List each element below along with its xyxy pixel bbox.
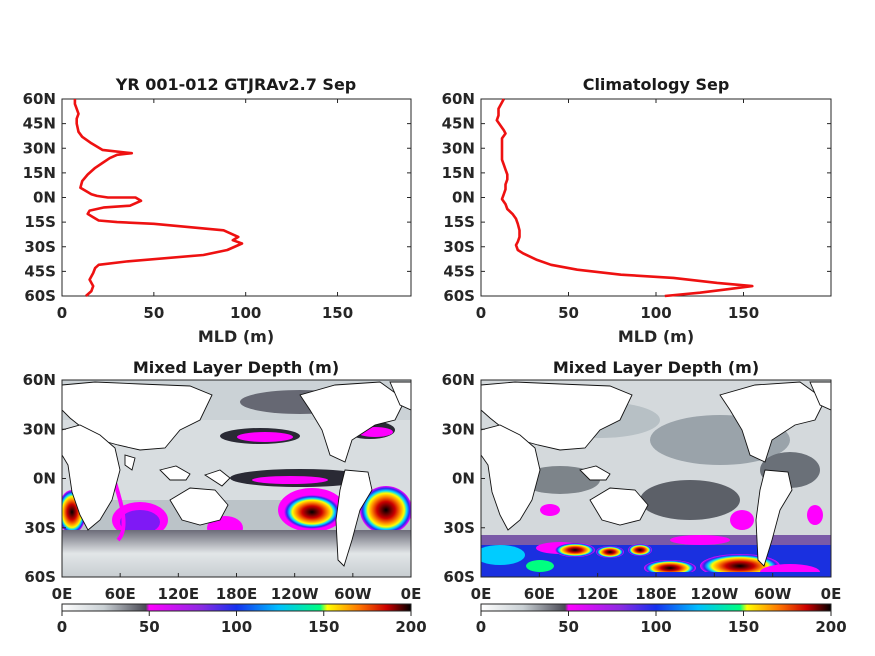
mld-profile-line bbox=[73, 99, 244, 297]
y-tick-label: 45N bbox=[442, 115, 475, 133]
x-tick-label: 50 bbox=[143, 304, 164, 322]
y-tick-label: 60S bbox=[443, 568, 475, 586]
y-tick-label: 30S bbox=[24, 519, 56, 537]
y-tick-label: 15S bbox=[24, 213, 56, 231]
y-tick-label: 60S bbox=[443, 287, 475, 305]
x-tick-label: 0E bbox=[401, 585, 422, 603]
mld-field bbox=[481, 380, 831, 577]
colorbar: 0 50 100 150 200 bbox=[57, 603, 427, 636]
x-axis-label: MLD (m) bbox=[618, 327, 694, 346]
x-tick-label: 0E bbox=[471, 585, 492, 603]
chart-title: Climatology Sep bbox=[583, 75, 730, 94]
colorbar-tick-label: 100 bbox=[640, 618, 671, 636]
colorbar-tick-label: 200 bbox=[815, 618, 846, 636]
line-panel-left: YR 001-012 GTJRAv2.7 Sep 0 50 100 150 60N 45N… bbox=[23, 75, 412, 346]
y-tick-label: 30N bbox=[442, 420, 475, 438]
x-tick-label: 60E bbox=[105, 585, 136, 603]
x-tick-label: 50 bbox=[558, 304, 579, 322]
y-tick-label: 15N bbox=[23, 164, 56, 182]
y-tick-label: 45S bbox=[24, 262, 56, 280]
chart-title: Mixed Layer Depth (m) bbox=[553, 358, 759, 377]
colorbar-tick-label: 150 bbox=[728, 618, 759, 636]
map-panel-left: Mixed Layer Depth (m) bbox=[23, 358, 427, 636]
colorbar-tick-label: 100 bbox=[221, 618, 252, 636]
y-tick-label: 30N bbox=[442, 139, 475, 157]
y-tick-label: 60S bbox=[24, 568, 56, 586]
y-tick-label: 15S bbox=[443, 213, 475, 231]
y-tick-label: 0N bbox=[33, 470, 56, 488]
colorbar-tick-label: 50 bbox=[139, 618, 160, 636]
colorbar-tick-label: 0 bbox=[57, 618, 67, 636]
colorbar-tick-label: 200 bbox=[395, 618, 426, 636]
x-tick-label: 100 bbox=[230, 304, 261, 322]
x-tick-label: 0 bbox=[57, 304, 67, 322]
y-tick-label: 45S bbox=[443, 262, 475, 280]
y-tick-label: 60N bbox=[442, 90, 475, 108]
x-tick-label: 120E bbox=[577, 585, 619, 603]
chart-title: Mixed Layer Depth (m) bbox=[133, 358, 339, 377]
colorbar-gradient bbox=[480, 603, 832, 612]
x-tick-label: 120W bbox=[271, 585, 319, 603]
x-tick-label: 0E bbox=[821, 585, 842, 603]
x-tick-label: 150 bbox=[728, 304, 759, 322]
colorbar-tick-label: 0 bbox=[476, 618, 486, 636]
y-tick-label: 0N bbox=[452, 470, 475, 488]
line-panel-right: Climatology Sep 0 50 100 150 60N 45N 30N 15N 0N 1… bbox=[442, 75, 832, 346]
y-tick-label: 60N bbox=[442, 371, 475, 389]
colorbar-tick-label: 150 bbox=[308, 618, 339, 636]
y-tick-label: 60S bbox=[24, 287, 56, 305]
x-tick-label: 120E bbox=[158, 585, 200, 603]
y-tick-label: 30S bbox=[443, 238, 475, 256]
y-tick-label: 60N bbox=[23, 90, 56, 108]
colorbar: 0 50 100 150 200 bbox=[476, 603, 847, 636]
y-tick-label: 30S bbox=[443, 519, 475, 537]
y-tick-label: 30N bbox=[23, 420, 56, 438]
colorbar-gradient bbox=[61, 603, 412, 612]
x-tick-label: 0 bbox=[476, 304, 486, 322]
y-tick-label: 30N bbox=[23, 139, 56, 157]
x-tick-label: 60W bbox=[754, 585, 792, 603]
x-tick-label: 150 bbox=[322, 304, 353, 322]
colorbar-tick-label: 50 bbox=[558, 618, 579, 636]
x-axis-label: MLD (m) bbox=[198, 327, 274, 346]
x-tick-label: 100 bbox=[640, 304, 671, 322]
mld-field bbox=[62, 380, 411, 577]
chart-title: YR 001-012 GTJRAv2.7 Sep bbox=[115, 75, 357, 94]
y-tick-label: 0N bbox=[452, 189, 475, 207]
plot-frame bbox=[480, 98, 832, 297]
y-tick-label: 0N bbox=[33, 189, 56, 207]
x-tick-label: 0E bbox=[52, 585, 73, 603]
x-tick-label: 60W bbox=[334, 585, 372, 603]
x-tick-label: 60E bbox=[524, 585, 555, 603]
x-tick-label: 180E bbox=[635, 585, 677, 603]
y-tick-label: 60N bbox=[23, 371, 56, 389]
map-panel-right: Mixed Layer Depth (m) bbox=[442, 358, 847, 636]
y-tick-label: 30S bbox=[24, 238, 56, 256]
y-tick-label: 15N bbox=[442, 164, 475, 182]
x-tick-label: 180E bbox=[216, 585, 258, 603]
y-tick-label: 45N bbox=[23, 115, 56, 133]
x-tick-label: 120W bbox=[690, 585, 738, 603]
mld-profile-line bbox=[495, 98, 754, 298]
